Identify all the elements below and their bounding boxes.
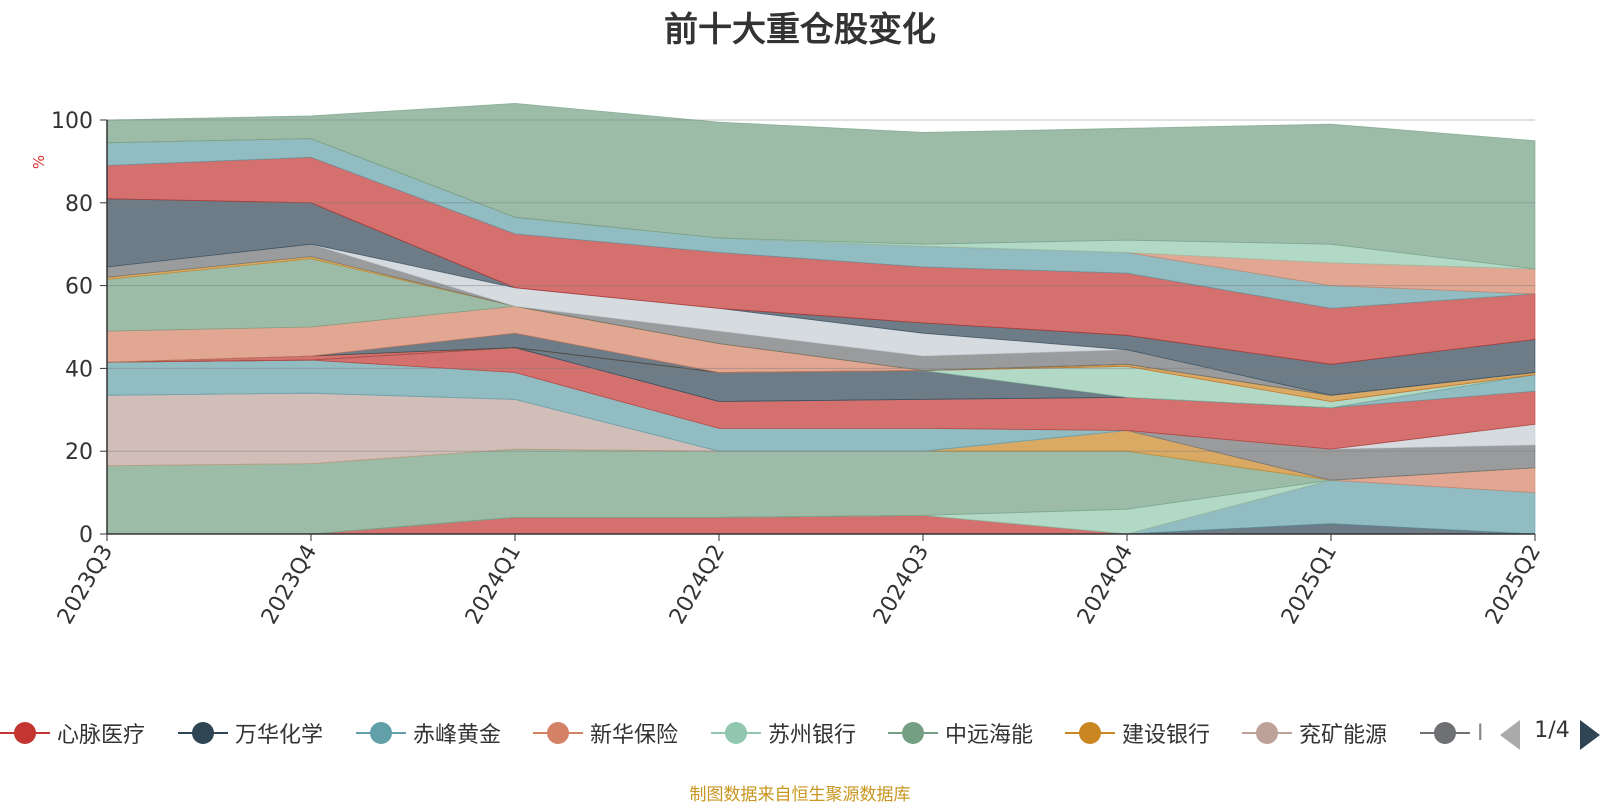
y-axis-unit-label: % — [30, 155, 48, 169]
x-tick-label: 2024Q1 — [461, 541, 526, 629]
stacked-area-chart: 0 20 40 60 80 100 2023Q3 2023Q4 2024Q1 2024Q2 2024… — [30, 102, 1546, 629]
area-series-layer — [106, 102, 1536, 535]
legend-item-8[interactable]: 兖矿能源 — [1242, 713, 1387, 753]
x-tick-label: 2023Q4 — [257, 541, 322, 629]
x-tick-label: 2025Q1 — [1277, 541, 1342, 629]
y-tick-label: 80 — [65, 192, 93, 217]
legend-marker-icon — [356, 713, 406, 753]
area-series-29 — [106, 102, 1536, 270]
legend-item-2[interactable]: 万华化学 — [178, 713, 323, 753]
legend-marker-icon — [533, 713, 583, 753]
legend-label: 新华保险 — [590, 723, 679, 748]
x-tick-label: 2023Q3 — [53, 541, 118, 629]
legend-prev-page-icon[interactable] — [1500, 720, 1520, 750]
y-tick-label: 40 — [65, 357, 93, 382]
legend-marker-icon — [1065, 713, 1115, 753]
y-tick-label: 0 — [79, 523, 93, 548]
legend-label: I — [1477, 720, 1484, 746]
legend-label: 万华化学 — [235, 723, 324, 748]
legend: 心脉医疗 万华化学 赤峰黄金 新华保险 苏州银行 中远海能 建设银行 兖矿能源 I — [0, 713, 1600, 753]
x-tick-label: 2025Q2 — [1481, 541, 1546, 629]
legend-item-1[interactable]: 心脉医疗 — [0, 713, 145, 753]
x-tick-label: 2024Q2 — [665, 541, 730, 629]
gridlines — [107, 119, 1535, 452]
legend-item-9[interactable]: I — [1420, 713, 1487, 753]
legend-item-5[interactable]: 苏州银行 — [711, 713, 856, 753]
x-tick-label: 2024Q3 — [869, 541, 934, 629]
y-tick-label: 60 — [65, 275, 93, 300]
legend-label: 苏州银行 — [768, 723, 857, 748]
legend-label: 心脉医疗 — [57, 723, 146, 748]
legend-label: 兖矿能源 — [1299, 723, 1388, 748]
legend-pager: 1/4 — [1500, 716, 1600, 752]
x-tick-label: 2024Q4 — [1073, 541, 1138, 629]
source-note: 制图数据来自恒生聚源数据库 — [689, 785, 911, 805]
legend-item-7[interactable]: 建设银行 — [1065, 713, 1210, 753]
legend-label: 建设银行 — [1122, 723, 1211, 748]
legend-item-3[interactable]: 赤峰黄金 — [356, 713, 501, 753]
legend-item-4[interactable]: 新华保险 — [533, 713, 678, 753]
legend-marker-icon — [1420, 713, 1470, 753]
legend-marker-icon — [888, 713, 938, 753]
y-tick-label: 100 — [51, 109, 93, 134]
legend-next-page-icon[interactable] — [1580, 720, 1600, 750]
legend-label: 中远海能 — [945, 723, 1034, 748]
legend-marker-icon — [1242, 713, 1292, 753]
legend-marker-icon — [711, 713, 761, 753]
y-tick-label: 20 — [65, 440, 93, 465]
legend-label: 赤峰黄金 — [413, 723, 502, 748]
chart-title: 前十大重仓股变化 — [664, 10, 936, 50]
legend-page-indicator: 1/4 — [1534, 718, 1570, 743]
legend-item-6[interactable]: 中远海能 — [888, 713, 1033, 753]
legend-marker-icon — [178, 713, 228, 753]
legend-marker-icon — [0, 713, 50, 753]
